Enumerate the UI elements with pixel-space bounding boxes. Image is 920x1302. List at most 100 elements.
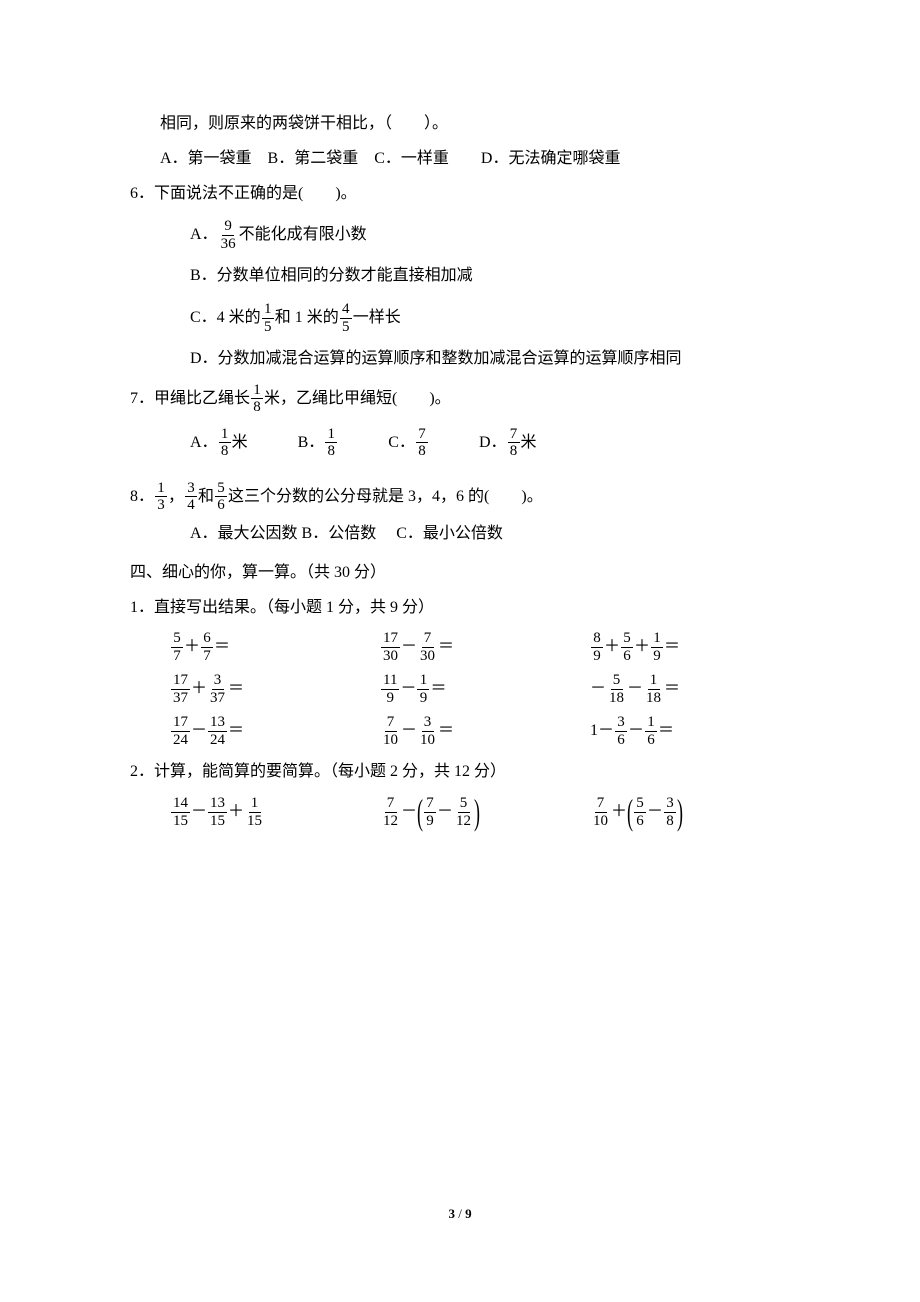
calc-expression: 710＋(56－38)	[590, 795, 800, 829]
fraction: 337	[208, 672, 227, 706]
opt-text: C．4 米的	[190, 304, 261, 333]
fraction: 18	[219, 426, 231, 460]
calc-expression: 1415－1315＋115	[170, 795, 380, 829]
math-text: ＋	[228, 798, 244, 827]
math-text: ＋	[611, 798, 627, 827]
q6-opt-b: B．分数单位相同的分数才能直接相加减	[130, 262, 800, 291]
math-text: C．	[388, 429, 415, 458]
q7-option: D．78米	[479, 426, 537, 460]
fraction: 119	[381, 672, 399, 706]
calc-expression: －518－118＝	[590, 672, 800, 706]
calc-row-4: 1415－1315＋115712－(79－512)710＋(56－38)	[130, 795, 800, 829]
fraction: 1724	[171, 714, 190, 748]
math-text: －	[401, 798, 417, 827]
fraction: 67	[201, 630, 213, 664]
math-text: －	[628, 717, 644, 746]
fraction: 118	[644, 672, 663, 706]
q7-option: C．78	[388, 426, 429, 460]
fraction: 1324	[208, 714, 227, 748]
math-text: －	[191, 798, 207, 827]
opt-text: 一样长	[353, 304, 401, 333]
fraction: 712	[381, 795, 400, 829]
fraction: 15	[262, 301, 274, 335]
fraction: 1315	[208, 795, 227, 829]
math-text: ＋	[184, 633, 200, 662]
calc-expression: 1724－1324＝	[170, 714, 380, 748]
math-text: D．	[479, 429, 507, 458]
math-text: －	[627, 675, 643, 704]
fraction: 512	[454, 795, 473, 829]
fraction: 56	[634, 795, 646, 829]
calc-row-2: 1737＋337＝119－19＝－518－118＝	[130, 672, 800, 706]
q8-stem: 8． 13 ， 34 和 56 这三个分数的公分母就是 3，4，6 的( )。	[130, 480, 800, 514]
q5-continuation: 相同，则原来的两袋饼干相比，（ ）。	[130, 110, 800, 139]
math-text: ＋	[604, 633, 620, 662]
math-text: ＋	[634, 633, 650, 662]
math-text: 米	[521, 429, 537, 458]
fraction: 34	[185, 480, 197, 514]
q7-pre: 7．甲绳比乙绳长	[130, 385, 250, 414]
q7-option: A．18米	[190, 426, 248, 460]
fraction: 710	[381, 714, 400, 748]
fraction: 1415	[171, 795, 190, 829]
fraction: 518	[607, 672, 626, 706]
fraction: 89	[591, 630, 603, 664]
fraction: 18	[325, 426, 337, 460]
calc-expression: 119－19＝	[380, 672, 590, 706]
page-sep: /	[455, 1206, 465, 1221]
section-4-2: 2．计算，能简算的要简算。（每小题 2 分，共 12 分）	[130, 758, 800, 787]
math-text: 米	[232, 429, 248, 458]
fraction: 1737	[171, 672, 190, 706]
q7-post: 米，乙绳比甲绳短( )。	[264, 385, 451, 414]
opt-text: 和 1 米的	[275, 304, 339, 333]
fraction: 115	[245, 795, 264, 829]
math-text: ＝	[664, 675, 680, 704]
sep: 和	[198, 483, 214, 512]
calc-expression: 712－(79－512)	[380, 795, 590, 829]
math-text: ＝	[438, 633, 454, 662]
page-footer: 3 / 9	[0, 1206, 920, 1222]
fraction: 730	[418, 630, 437, 664]
fraction: 79	[424, 795, 436, 829]
calc-expression: 1737＋337＝	[170, 672, 380, 706]
fraction: 1730	[381, 630, 400, 664]
fraction: 36	[615, 714, 627, 748]
fraction: 38	[664, 795, 676, 829]
q6-opt-c: C．4 米的 15 和 1 米的 45 一样长	[130, 301, 800, 335]
page-total: 9	[465, 1206, 472, 1221]
q5-options: A．第一袋重 B．第二袋重 C．一样重 D．无法确定哪袋重	[130, 145, 800, 174]
fraction: 56	[215, 480, 227, 514]
math-text: －	[191, 717, 207, 746]
math-text: ＝	[664, 633, 680, 662]
math-text: ＝	[228, 675, 244, 704]
right-paren: )	[677, 798, 683, 827]
math-text: －	[590, 675, 606, 704]
fraction: 45	[340, 301, 352, 335]
math-text: －	[437, 798, 453, 827]
q8-post: 这三个分数的公分母就是 3，4，6 的( )。	[228, 483, 543, 512]
fraction: 57	[171, 630, 183, 664]
fraction: 710	[591, 795, 610, 829]
q7-options: A．18米B．18C．78D．78米	[130, 426, 800, 460]
q6-opt-d: D．分数加减混合运算的运算顺序和整数加减混合运算的运算顺序相同	[130, 345, 800, 374]
math-text: －	[401, 717, 417, 746]
fraction: 78	[416, 426, 428, 460]
page-content: 相同，则原来的两袋饼干相比，（ ）。 A．第一袋重 B．第二袋重 C．一样重 D…	[0, 0, 920, 897]
fraction: 56	[621, 630, 633, 664]
left-paren: (	[417, 798, 423, 827]
q6-opt-a: A． 936 不能化成有限小数	[130, 218, 800, 252]
fraction: 13	[155, 480, 167, 514]
math-text: －	[400, 675, 416, 704]
fraction: 78	[508, 426, 520, 460]
section-4-title: 四、细心的你，算一算。（共 30 分）	[130, 559, 800, 588]
math-text: A．	[190, 429, 218, 458]
q8-pre: 8．	[130, 483, 154, 512]
fraction: 19	[651, 630, 663, 664]
calc-row-1: 57＋67＝1730－730＝89＋56＋19＝	[130, 630, 800, 664]
fraction: 310	[418, 714, 437, 748]
math-text: 1－	[590, 717, 614, 746]
q8-options: A．最大公因数 B．公倍数 C．最小公倍数	[130, 520, 800, 549]
calc-expression: 57＋67＝	[170, 630, 380, 664]
calc-expression: 710－310＝	[380, 714, 590, 748]
math-text: ＝	[658, 717, 674, 746]
